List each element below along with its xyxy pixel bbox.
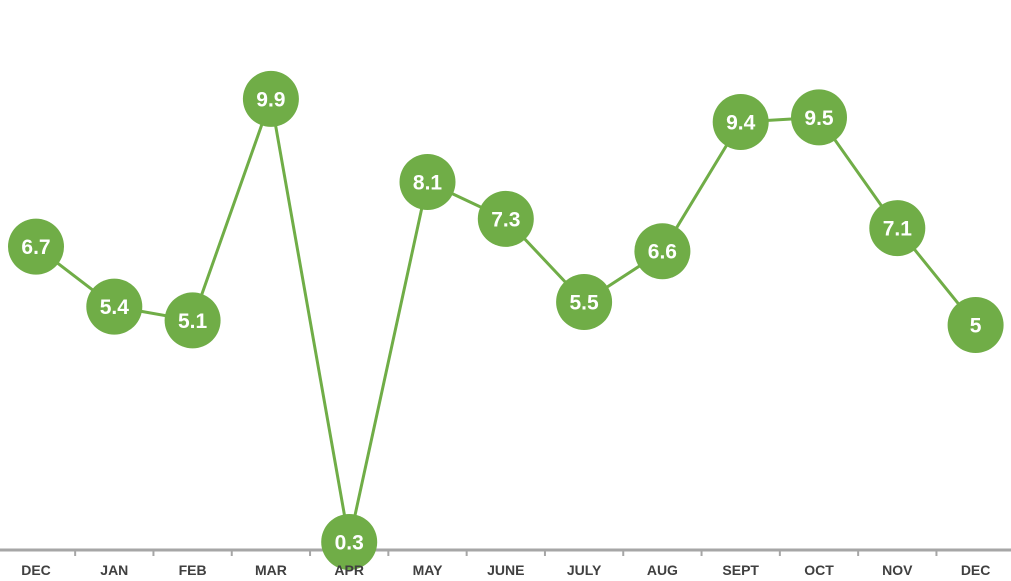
- data-point: 6.6: [634, 223, 691, 280]
- data-label: 0.3: [335, 531, 364, 554]
- data-point: 5.5: [556, 273, 613, 330]
- x-tick-label: JUNE: [487, 562, 524, 578]
- x-tick-label: FEB: [179, 562, 207, 578]
- data-label: 7.1: [883, 218, 913, 241]
- data-point: 7.1: [869, 200, 926, 257]
- data-point-marker: [791, 89, 847, 146]
- x-tick-label: AUG: [647, 562, 678, 578]
- data-point-marker: [477, 190, 534, 247]
- data-point: 0.3: [321, 513, 378, 570]
- data-label: 9.5: [804, 107, 834, 130]
- data-point-marker: [8, 218, 64, 275]
- data-point: 9.5: [791, 89, 847, 146]
- data-point: 5.4: [86, 278, 143, 335]
- data-point-marker: [242, 70, 299, 127]
- x-tick-label: MAY: [413, 562, 443, 578]
- data-label: 9.4: [726, 111, 756, 134]
- data-label: 6.7: [21, 236, 50, 259]
- data-label: 5: [970, 315, 982, 338]
- data-point-marker: [164, 292, 221, 349]
- data-point-marker: [712, 93, 769, 150]
- data-point: 8.1: [399, 153, 456, 210]
- data-label: 5.5: [569, 291, 599, 314]
- data-label: 6.6: [648, 241, 677, 264]
- data-point-marker: [869, 200, 926, 257]
- x-tick-label: DEC: [961, 562, 991, 578]
- x-tick-label: SEPT: [722, 562, 759, 578]
- data-point: 5: [947, 297, 1004, 354]
- x-tick-label: JAN: [100, 562, 128, 578]
- data-point-marker: [634, 223, 691, 280]
- x-tick-label: OCT: [804, 562, 834, 578]
- data-point: 9.9: [242, 70, 299, 127]
- data-label: 9.9: [256, 88, 285, 111]
- data-label: 5.1: [178, 310, 208, 333]
- x-tick-label: DEC: [21, 562, 51, 578]
- data-point: 5.1: [164, 292, 221, 349]
- data-point: 6.7: [8, 218, 64, 275]
- x-tick-label: JULY: [567, 562, 602, 578]
- x-tick-label: NOV: [882, 562, 913, 578]
- data-label: 5.4: [100, 296, 130, 319]
- data-point-marker: [947, 297, 1004, 354]
- data-point: 9.4: [712, 93, 769, 150]
- data-point-marker: [321, 513, 378, 570]
- data-points-layer: 6.7 5.4 5.1 9.9 0.3 8.1 7.3 5.5 6.6 9.4 9.5 7.1 5: [8, 70, 1004, 570]
- data-point-marker: [399, 153, 456, 210]
- x-tick-labels: DEC JAN FEB MAR APR MAY JUNE JULY AUG SEPT OCT NOV D…: [21, 562, 990, 578]
- x-axis: [0, 548, 1011, 556]
- data-label: 7.3: [491, 208, 520, 231]
- data-point-marker: [556, 273, 613, 330]
- x-tick-label: APR: [334, 562, 364, 578]
- data-point: 7.3: [477, 190, 534, 247]
- data-label: 8.1: [413, 171, 443, 194]
- data-point-marker: [86, 278, 143, 335]
- x-tick-label: MAR: [255, 562, 287, 578]
